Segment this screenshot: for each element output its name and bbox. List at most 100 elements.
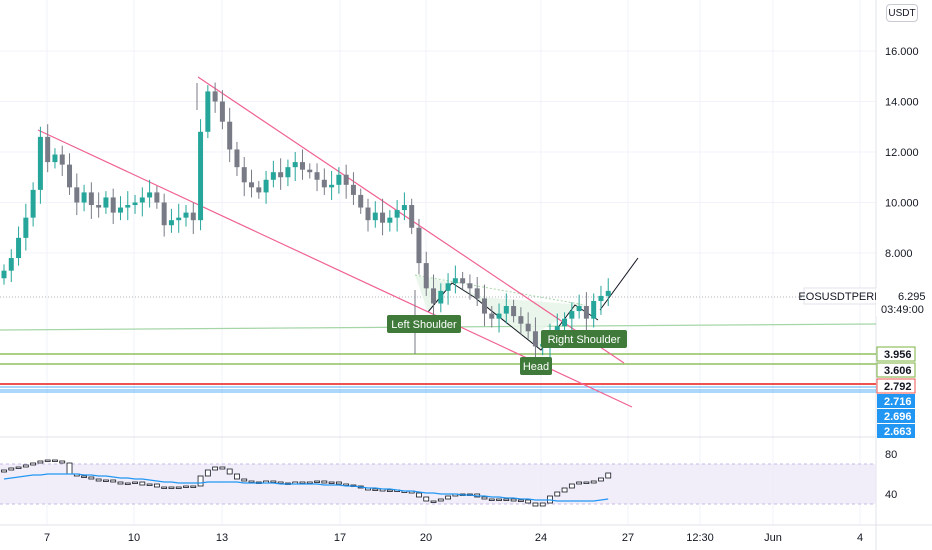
candle-body [227, 121, 233, 150]
rsi-bar [241, 478, 248, 482]
rsi-bar [103, 479, 109, 482]
candle-body [110, 197, 116, 213]
candle-body [474, 288, 480, 299]
candle-body [576, 306, 582, 312]
rsi-bar [8, 467, 15, 471]
candle-body [460, 278, 466, 284]
candle-body [270, 172, 276, 180]
left-shoulder-label: Left Shoulder [391, 319, 457, 331]
rsi-bar [226, 468, 233, 475]
candle-body [445, 283, 451, 291]
rsi-bar [212, 466, 219, 471]
rsi-bar [437, 498, 444, 502]
y-tick-label: 12.000 [885, 147, 919, 159]
x-tick-label: 13 [216, 532, 228, 544]
rsi-bar [605, 472, 612, 479]
candle-body [234, 149, 240, 168]
candle-body [45, 136, 51, 163]
rsi-bar [37, 460, 44, 464]
x-tick-label: 27 [622, 532, 634, 544]
rsi-bar [532, 502, 539, 507]
candle-body [67, 164, 73, 188]
rsi-bar [525, 499, 532, 504]
rsi-bar [204, 469, 211, 477]
candle-body [365, 207, 371, 221]
rsi-bar [59, 460, 66, 464]
rsi-bar [132, 481, 138, 484]
y-tick-label: 16.000 [885, 46, 919, 58]
candle-body [416, 227, 422, 264]
rsi-bar [299, 481, 306, 484]
candle-body [292, 162, 298, 168]
x-tick-label: 24 [535, 532, 547, 544]
candle-body [190, 212, 196, 221]
candle-body [511, 306, 517, 317]
x-tick-label: 20 [420, 532, 432, 544]
x-tick-label: 17 [334, 532, 346, 544]
rsi-band [0, 464, 876, 504]
candle-body [263, 179, 269, 193]
candle-body [489, 313, 495, 319]
candle-body [241, 167, 247, 183]
level-label-bg [876, 378, 916, 394]
rsi-bar [175, 486, 182, 489]
rsi-tick-label: 80 [885, 449, 897, 461]
candle-body [314, 172, 320, 180]
x-tick-label: 7 [44, 532, 50, 544]
x-tick-label: 4 [857, 532, 863, 544]
candle-body [431, 288, 437, 304]
rsi-bar [561, 487, 568, 493]
level-label: 2.792 [884, 381, 912, 393]
level-label-bg [877, 409, 915, 423]
right-shoulder-label: Right Shoulder [548, 334, 621, 346]
candle-body [176, 217, 182, 221]
candle-body [8, 258, 14, 271]
rsi-ma-line [3, 473, 609, 502]
candle-body [132, 202, 138, 206]
rsi-pane: 80 40 [0, 449, 897, 507]
candle-body [285, 167, 291, 178]
rsi-bar [219, 466, 226, 470]
rsi-bar [52, 459, 58, 462]
candle-body [1, 270, 7, 279]
price-label: 6.295 [898, 291, 926, 303]
candle-body [154, 192, 160, 203]
plot-background [0, 0, 876, 550]
level-label: 3.606 [884, 365, 912, 377]
candle-body [161, 202, 167, 226]
candle-body [30, 189, 36, 218]
horizontal-levels [0, 296, 877, 393]
candle-body [256, 187, 262, 193]
candle-body [605, 290, 611, 296]
candle-body [249, 182, 255, 188]
rsi-bar [554, 491, 561, 497]
candle-body [525, 323, 531, 332]
rsi-bar [386, 489, 393, 492]
rsi-tick-label: 40 [885, 489, 897, 501]
candle-body [387, 217, 393, 223]
x-tick-label: 12:30 [686, 532, 714, 544]
rsi-bar [430, 500, 437, 503]
rsi-bar [306, 481, 313, 484]
level-label: 2.716 [884, 396, 912, 408]
rsi-bar [248, 480, 255, 483]
candle-body [147, 192, 153, 198]
candle-body [481, 298, 487, 314]
rsi-bar [423, 496, 430, 502]
rsi-bar [22, 464, 29, 468]
rsi-bar [183, 485, 189, 488]
level-label-bg [877, 424, 915, 438]
candle-body [52, 154, 58, 163]
rsi-bar [66, 462, 73, 475]
x-tick-label: Jun [764, 532, 782, 544]
x-tick-label: 10 [128, 532, 140, 544]
currency-button[interactable]: USDT [886, 4, 918, 22]
candle-body [212, 91, 218, 102]
rsi-bar [568, 483, 575, 489]
candle-body [81, 192, 87, 203]
level-label: 3.956 [884, 349, 912, 361]
candle-body [518, 316, 524, 324]
candle-body [598, 295, 604, 301]
